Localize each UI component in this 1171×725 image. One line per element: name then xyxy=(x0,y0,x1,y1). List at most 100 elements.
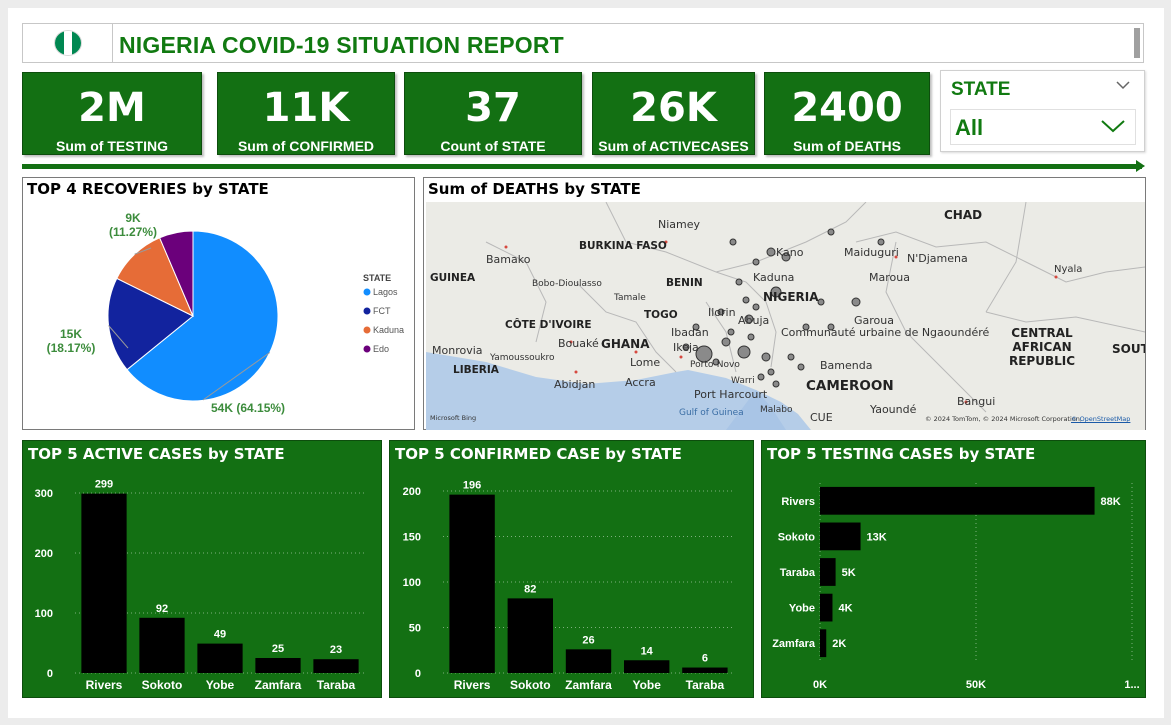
confirmed-cases-panel: TOP 5 CONFIRMED CASE by STATE 0 50 100 150 2… xyxy=(389,440,754,698)
map-label: Abuja xyxy=(738,314,770,327)
death-bubble-kaduna xyxy=(770,286,782,298)
map-attribution: © 2024 TomTom, © 2024 Microsoft Corporat… xyxy=(925,415,1082,423)
y-tick-label: 200 xyxy=(35,548,53,560)
kpi-card-state-count[interactable]: 37 Count of STATE xyxy=(404,72,582,155)
testing-cases-panel: TOP 5 TESTING CASES by STATE 0K 50K 1... Ri… xyxy=(761,440,1146,698)
chevron-down-icon[interactable] xyxy=(1116,81,1130,90)
nigeria-flag-icon xyxy=(54,30,82,56)
map-label: Ikeja xyxy=(673,341,699,354)
bar-data-label: 196 xyxy=(463,480,481,492)
map-label: TOGO xyxy=(644,309,678,321)
map-label: Kaduna xyxy=(753,271,795,284)
map-label: Bamenda xyxy=(820,359,873,372)
report-header: NIGERIA COVID-19 SITUATION REPORT xyxy=(22,23,1144,63)
map-label: GUINEA xyxy=(430,272,476,284)
legend-marker-kaduna xyxy=(363,326,371,334)
x-tick-label: Sokoto xyxy=(510,678,551,692)
panel-title: TOP 5 CONFIRMED CASE by STATE xyxy=(395,445,682,463)
death-bubble-rivers xyxy=(737,345,751,359)
kpi-value: 11K xyxy=(262,85,350,131)
scrollbar[interactable] xyxy=(1134,28,1140,58)
panel-title: TOP 4 RECOVERIES by STATE xyxy=(27,180,269,198)
kpi-value: 37 xyxy=(465,85,521,131)
x-tick-label: Sokoto xyxy=(142,678,183,692)
state-slicer[interactable]: STATE All xyxy=(940,70,1145,152)
active-cases-bar-chart[interactable]: 0 100 200 300 299 Rivers 92 Sokoto 49 Yobe 25 Zamfa… xyxy=(23,441,381,697)
bar-rivers xyxy=(820,486,1095,515)
map-label: Bamako xyxy=(486,253,531,266)
slicer-title: STATE xyxy=(951,79,1011,100)
pie-slice-edo xyxy=(159,230,194,317)
map-label: BENIN xyxy=(666,277,703,289)
map-label: Communauté urbaine de Ngaoundéré xyxy=(781,326,990,339)
map-label: Garoua xyxy=(854,314,894,327)
slicer-dropdown[interactable]: All xyxy=(950,109,1136,145)
kpi-value: 2400 xyxy=(791,85,903,131)
map-label: CUE xyxy=(810,411,833,424)
map-label: Gulf of Guinea xyxy=(679,408,744,418)
map-label: Porto-Novo xyxy=(690,360,740,370)
bar-data-label: 6 xyxy=(702,653,708,665)
bar-yobe xyxy=(624,660,670,673)
bar-data-label: 299 xyxy=(95,479,113,491)
bar-sokoto xyxy=(139,617,185,673)
kpi-label: Sum of ACTIVECASES xyxy=(598,138,749,154)
bar-data-label: 14 xyxy=(641,645,654,657)
pie-data-label: 15K xyxy=(60,327,82,341)
map-label: Maiduguri xyxy=(844,246,899,259)
recoveries-pie-chart[interactable]: 54K (64.15%) 15K(18.17%) 9K(11.27%) STATE La… xyxy=(23,178,414,429)
testing-cases-bar-chart[interactable]: 0K 50K 1... Rivers 88K Sokoto 13K Taraba 5K Yobe 4… xyxy=(762,441,1145,697)
deaths-map[interactable]: CHAD Niamey BURKINA FASO Bamako GUINEA B… xyxy=(426,202,1145,430)
map-label: CÔTE D'IVOIRE xyxy=(505,319,592,331)
kpi-card-testing[interactable]: 2M Sum of TESTING xyxy=(22,72,202,155)
pie-leader-line xyxy=(202,352,271,401)
legend-item-fct: FCT xyxy=(373,306,391,316)
pie-data-label: 9K xyxy=(125,211,141,225)
map-label: Yamoussoukro xyxy=(490,353,555,363)
x-tick-label: Taraba xyxy=(686,678,725,692)
pie-leader-line xyxy=(134,247,152,255)
legend-marker-edo xyxy=(363,345,371,353)
kpi-label: Sum of CONFIRMED xyxy=(237,138,375,154)
x-tick-label: Rivers xyxy=(86,678,123,692)
legend-item-lagos: Lagos xyxy=(373,287,398,297)
confirmed-cases-bar-chart[interactable]: 0 50 100 150 200 196 Rivers 82 Sokoto 26 Zamfara 14… xyxy=(390,441,753,697)
kpi-value: 26K xyxy=(630,85,717,131)
map-label: Tamale xyxy=(614,293,646,303)
bar-rivers xyxy=(449,494,495,673)
map-label: BURKINA FASO xyxy=(579,240,667,252)
bar-data-label: 82 xyxy=(524,583,536,595)
bar-taraba xyxy=(313,659,359,673)
bar-zamfara xyxy=(565,649,612,673)
x-tick-label: 50K xyxy=(966,679,986,691)
map-label: CENTRAL AFRICAN REPUBLIC xyxy=(1008,326,1076,368)
legend-item-edo: Edo xyxy=(373,344,389,354)
map-label: Warri xyxy=(731,376,755,386)
death-bubble-edo xyxy=(721,337,731,347)
kpi-card-active[interactable]: 26K Sum of ACTIVECASES xyxy=(592,72,755,155)
bar-yobe xyxy=(820,593,833,622)
y-tick-label: 300 xyxy=(35,488,53,500)
death-bubble-kano xyxy=(766,247,776,257)
x-tick-label: Zamfara xyxy=(565,678,612,692)
map-label: NIGERIA xyxy=(763,290,819,304)
map-label: CHAD xyxy=(944,208,983,222)
kpi-card-deaths[interactable]: 2400 Sum of DEATHS xyxy=(764,72,930,155)
bar-taraba xyxy=(820,558,836,586)
bar-zamfara xyxy=(820,629,827,658)
bar-data-label: 92 xyxy=(156,603,168,615)
y-tick-label: 0 xyxy=(47,668,53,680)
map-label: Niamey xyxy=(658,218,701,231)
y-tick-label: 150 xyxy=(403,532,421,544)
kpi-card-confirmed[interactable]: 11K Sum of CONFIRMED xyxy=(217,72,395,155)
bar-data-label: 13K xyxy=(867,531,887,543)
x-tick-label: Rivers xyxy=(454,678,491,692)
bar-taraba xyxy=(682,667,728,673)
map-attribution-link[interactable]: © OpenStreetMap xyxy=(1071,415,1131,423)
deaths-bubbles[interactable] xyxy=(426,202,1145,430)
map-label: N'Djamena xyxy=(907,252,968,265)
kpi-label: Sum of DEATHS xyxy=(793,138,901,154)
chevron-down-icon[interactable] xyxy=(1101,120,1125,133)
bar-data-label: 2K xyxy=(832,638,846,650)
y-tick-label: 50 xyxy=(409,623,421,635)
